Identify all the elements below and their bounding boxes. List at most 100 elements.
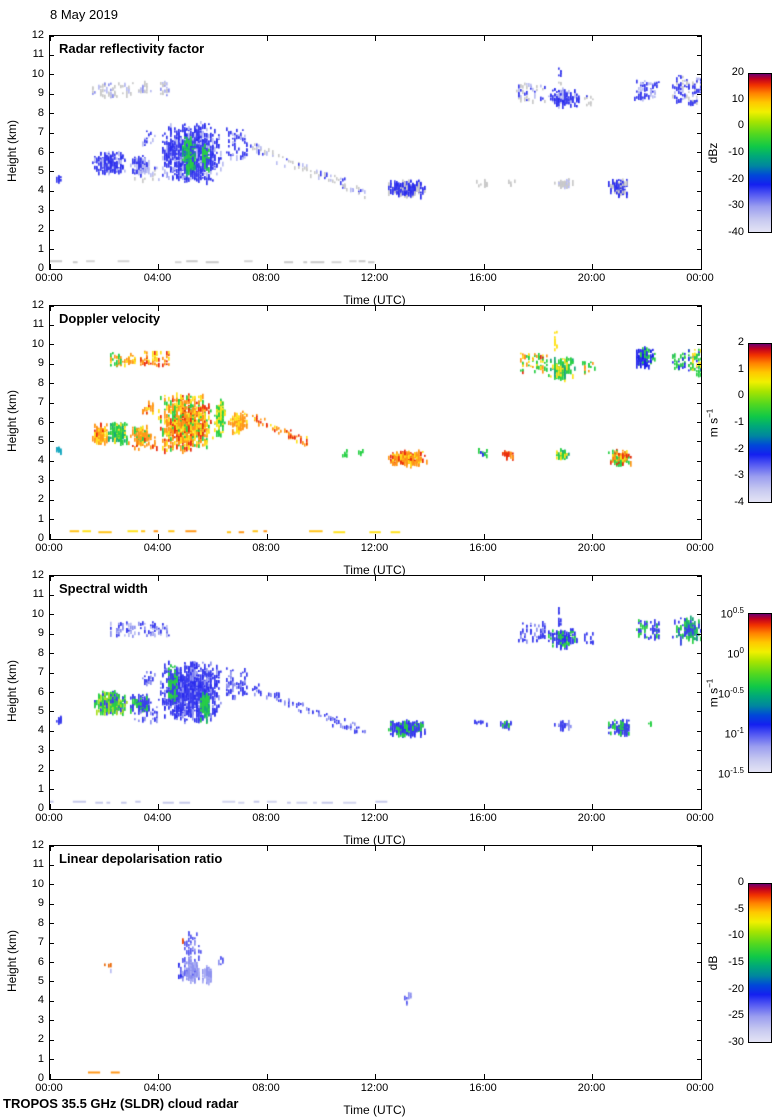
- y-tick-label: 8: [37, 916, 44, 929]
- x-tick-mark: [592, 534, 593, 539]
- x-tick-mark: [375, 534, 376, 539]
- y-tick-mark: [697, 1039, 701, 1041]
- x-tick-mark: [49, 264, 51, 269]
- x-tick-label: 20:00: [577, 272, 606, 284]
- plot-area: Doppler velocity: [49, 305, 702, 540]
- y-tick-mark: [697, 730, 701, 732]
- y-tick-mark: [697, 171, 701, 173]
- y-tick-mark: [50, 383, 54, 385]
- y-tick-mark: [697, 499, 701, 501]
- y-tick-mark: [50, 441, 54, 443]
- y-tick-mark: [697, 962, 701, 963]
- x-tick-label: 00:00: [35, 1082, 63, 1094]
- y-tick-mark: [697, 74, 701, 76]
- colorbar-tick-label: 20: [731, 66, 744, 78]
- y-tick-label: 3: [37, 473, 44, 486]
- y-tick-mark: [50, 750, 54, 752]
- x-tick-mark: [375, 576, 376, 581]
- colorbar-tick-label: 100: [727, 646, 744, 661]
- y-tick-label: 3: [37, 203, 44, 216]
- y-tick-mark: [50, 305, 54, 307]
- colorbar-tick-label: -20: [728, 982, 744, 995]
- panel-title: Radar reflectivity factor: [59, 41, 205, 56]
- panel-doppler-velocity: Height (km) Doppler velocity Time (UTC) …: [0, 299, 780, 577]
- x-tick-mark: [483, 534, 485, 539]
- x-axis-label: Time (UTC): [343, 833, 406, 847]
- y-tick-mark: [697, 305, 701, 307]
- y-tick-mark: [50, 864, 54, 866]
- y-tick-mark: [50, 538, 54, 540]
- x-tick-mark: [158, 804, 159, 809]
- x-tick-mark: [49, 576, 51, 581]
- y-tick-label: 5: [37, 704, 44, 717]
- y-tick-mark: [697, 981, 701, 983]
- x-tick-mark: [375, 804, 376, 809]
- y-tick-mark: [697, 672, 701, 674]
- x-tick-mark: [700, 1074, 702, 1079]
- y-tick-mark: [50, 672, 54, 674]
- colorbar-tick-label: 2: [737, 336, 744, 348]
- y-tick-mark: [50, 981, 54, 983]
- colorbar-tick-label: -30: [728, 199, 744, 212]
- y-tick-mark: [697, 789, 701, 791]
- y-tick-label: 9: [37, 87, 44, 100]
- x-axis-label: Time (UTC): [343, 1103, 406, 1117]
- x-tick-label: 04:00: [143, 812, 172, 824]
- colorbar-tick-label: -10: [728, 929, 744, 942]
- y-tick-label: 11: [32, 858, 44, 871]
- y-tick-mark: [697, 422, 701, 423]
- y-tick-label: 11: [32, 48, 44, 61]
- y-tick-label: 5: [37, 434, 44, 447]
- y-tick-mark: [697, 210, 701, 212]
- y-tick-label: 9: [37, 357, 44, 370]
- y-tick-mark: [697, 769, 701, 771]
- y-tick-mark: [50, 1078, 54, 1080]
- colorbar-tick-label: -40: [728, 226, 744, 238]
- y-tick-mark: [697, 363, 701, 365]
- y-tick-mark: [50, 190, 54, 192]
- panel-radar-reflectivity: Height (km) Radar reflectivity factor Ti…: [0, 29, 780, 307]
- x-tick-label: 20:00: [577, 812, 606, 824]
- y-tick-mark: [50, 808, 54, 810]
- y-tick-mark: [50, 1039, 54, 1041]
- y-tick-mark: [50, 132, 54, 134]
- x-tick-label: 08:00: [252, 542, 280, 554]
- y-tick-mark: [50, 74, 54, 76]
- y-tick-mark: [50, 229, 54, 231]
- x-axis-label: Time (UTC): [343, 293, 406, 307]
- y-tick-mark: [50, 594, 54, 596]
- x-tick-mark: [266, 1074, 268, 1079]
- x-tick-mark: [158, 264, 159, 269]
- x-tick-label: 00:00: [35, 542, 63, 554]
- y-tick-mark: [50, 363, 54, 365]
- y-tick-label: 10: [31, 337, 44, 350]
- colorbar: [748, 343, 772, 503]
- y-tick-mark: [50, 769, 54, 771]
- y-tick-mark: [697, 344, 701, 346]
- y-tick-mark: [697, 324, 701, 326]
- y-tick-label: 8: [37, 646, 44, 659]
- y-tick-mark: [697, 711, 701, 713]
- y-tick-mark: [50, 923, 54, 925]
- y-tick-mark: [697, 519, 701, 521]
- y-tick-mark: [50, 171, 54, 173]
- y-tick-mark: [697, 614, 701, 616]
- y-tick-mark: [697, 249, 701, 251]
- y-tick-mark: [697, 1020, 701, 1022]
- y-tick-label: 11: [32, 588, 44, 601]
- x-tick-label: 16:00: [469, 812, 497, 824]
- y-tick-mark: [697, 903, 701, 905]
- y-tick-label: 9: [37, 897, 44, 910]
- y-tick-label: 6: [37, 685, 44, 698]
- colorbar-tick-label: -5: [734, 902, 744, 915]
- x-tick-mark: [592, 1074, 593, 1079]
- x-tick-label: 00:00: [686, 812, 714, 824]
- x-tick-label: 12:00: [360, 542, 389, 554]
- x-tick-mark: [49, 1074, 51, 1079]
- y-tick-label: 7: [37, 666, 44, 679]
- x-tick-mark: [483, 846, 485, 851]
- y-tick-label: 1: [37, 512, 44, 525]
- x-tick-label: 08:00: [252, 812, 280, 824]
- x-tick-mark: [483, 804, 485, 809]
